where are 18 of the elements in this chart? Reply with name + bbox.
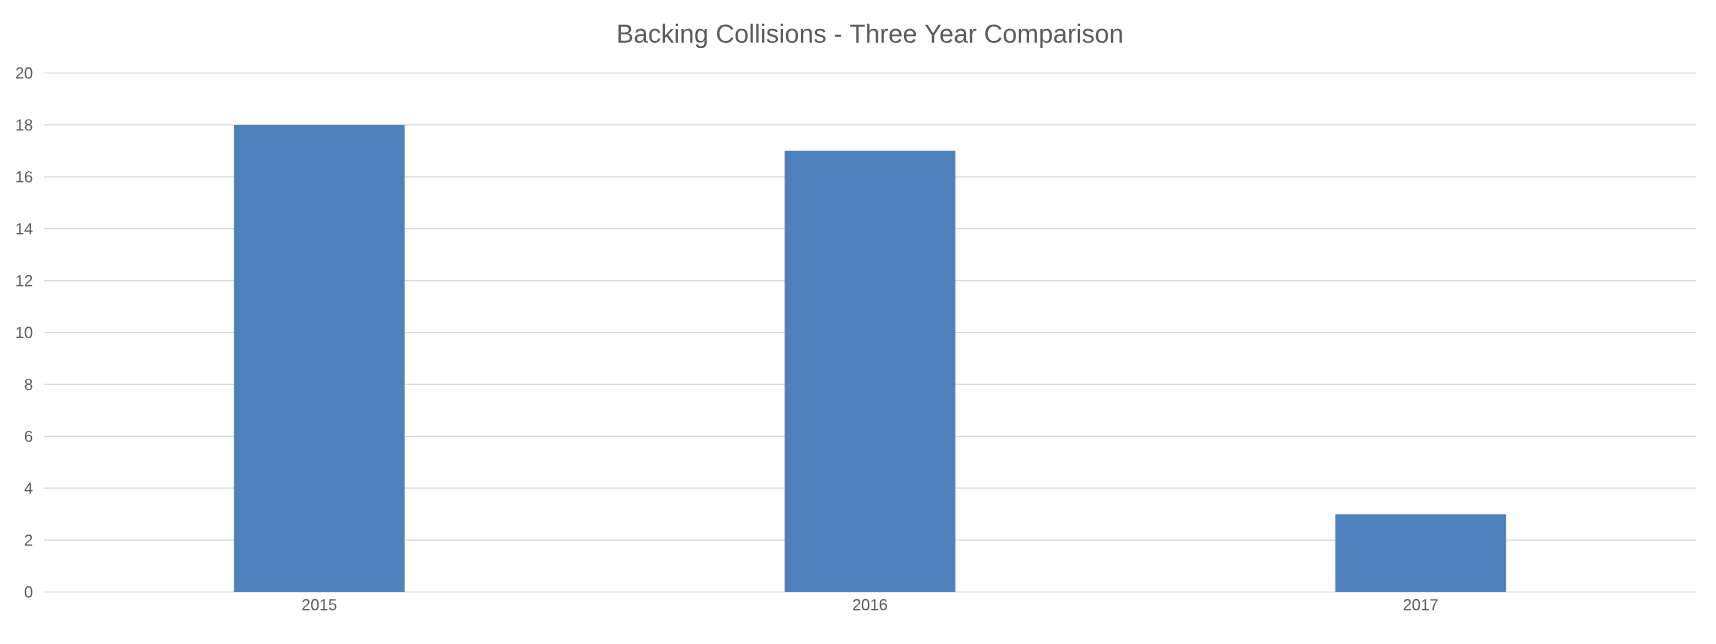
y-tick-label: 12 — [16, 275, 33, 287]
y-tick-label: 8 — [24, 378, 33, 391]
bar — [233, 124, 405, 592]
x-tick-label: 2017 — [1403, 599, 1438, 611]
y-tick-label: 4 — [24, 482, 33, 494]
y-tick-label: 20 — [16, 67, 33, 79]
y-tick-label: 0 — [24, 586, 33, 598]
bar — [784, 150, 956, 592]
y-tick-label: 14 — [16, 223, 33, 235]
x-tick-label: 2016 — [853, 599, 888, 611]
y-tick-label: 6 — [24, 430, 33, 442]
y-tick-label: 2 — [24, 534, 33, 546]
chart-title: Backing Collisions - Three Year Comparison — [618, 23, 1122, 48]
y-tick-label: 18 — [16, 119, 33, 131]
x-tick-label: 2015 — [302, 599, 337, 611]
y-tick-label: 10 — [16, 326, 33, 339]
bar — [1335, 514, 1507, 592]
y-tick-label: 16 — [16, 171, 33, 183]
